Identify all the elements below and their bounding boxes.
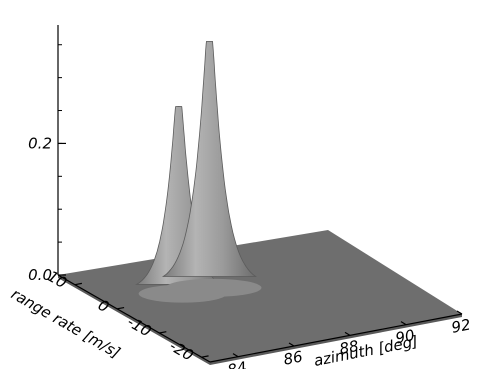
z-tick-label: 0.0 <box>28 266 52 284</box>
x-axis-ticks: 84 86 88 90 92 <box>226 310 472 369</box>
y-tick-mark <box>74 282 82 286</box>
z-tick-label: 0.2 <box>28 134 52 152</box>
y-tick-mark <box>159 331 167 334</box>
x-tick-mark <box>400 321 407 326</box>
surface-peaks <box>135 40 262 303</box>
x-tick-label: 84 <box>226 358 248 369</box>
surface-peak <box>161 40 257 277</box>
x-tick-mark <box>456 310 463 315</box>
peak-base <box>165 278 262 297</box>
y-tick-mark <box>201 355 209 358</box>
x-tick-mark <box>232 353 239 358</box>
y-axis-line <box>57 274 211 363</box>
x-tick-label: 92 <box>450 315 472 336</box>
y-tick-mark <box>117 306 125 310</box>
z-axis-ticks: 0.0 0.2 <box>28 44 66 284</box>
x-tick-label: 88 <box>338 337 360 358</box>
x-axis-line <box>209 313 463 363</box>
x-tick-mark <box>344 331 351 336</box>
x-tick-label: 90 <box>394 326 416 347</box>
x-tick-label: 86 <box>282 347 304 368</box>
x-tick-mark <box>288 342 295 347</box>
